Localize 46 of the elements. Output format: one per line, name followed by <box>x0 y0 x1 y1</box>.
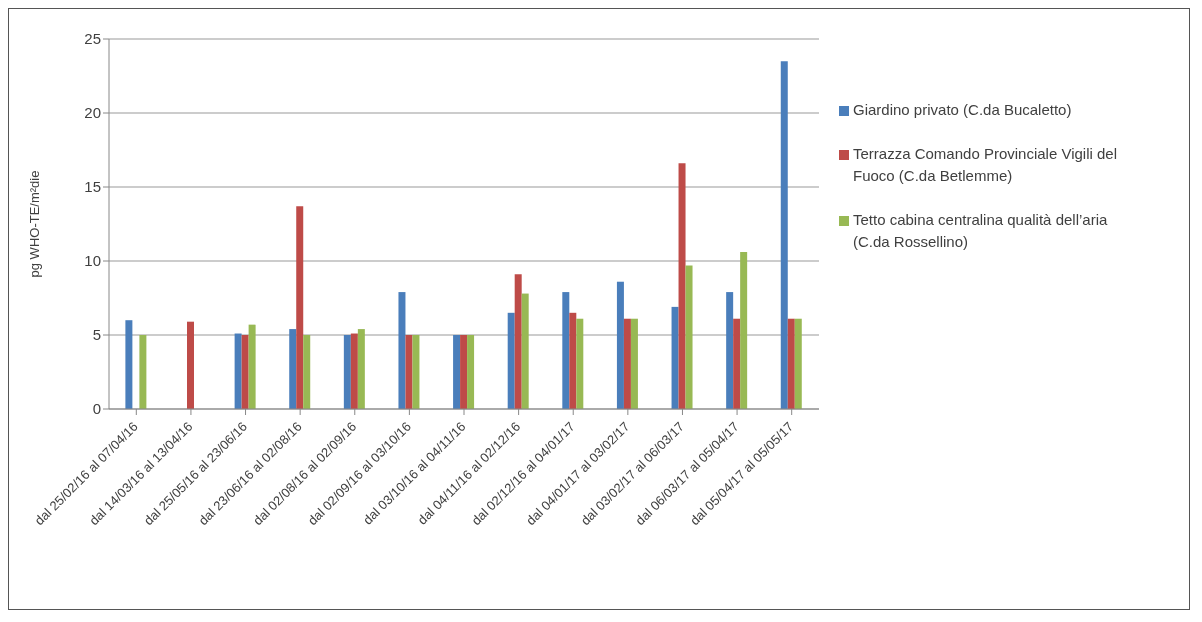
bar <box>562 292 570 409</box>
bar <box>726 292 734 409</box>
bar <box>740 252 748 409</box>
bar <box>303 335 311 409</box>
bar <box>234 333 242 409</box>
bar <box>357 329 365 409</box>
bar <box>787 318 795 409</box>
bar <box>412 335 420 409</box>
bar <box>671 306 679 409</box>
y-tick-label: 5 <box>92 326 101 344</box>
bar <box>733 318 741 409</box>
bar <box>569 312 577 409</box>
bar <box>350 333 358 409</box>
bar <box>678 163 686 409</box>
legend-label: Giardino privato (C.da Bucaletto) <box>853 100 1073 120</box>
bar <box>630 318 638 409</box>
bar <box>467 335 475 409</box>
bar <box>187 321 194 409</box>
bar <box>343 335 351 409</box>
bar <box>521 293 529 409</box>
bar <box>685 265 693 409</box>
bar <box>289 329 297 409</box>
bar <box>453 335 461 409</box>
y-tick-label: 10 <box>84 252 101 270</box>
bar <box>794 318 802 409</box>
bar <box>139 335 147 409</box>
legend-label: Terrazza Comando Provinciale Vigili del Fuoco (C.da Betlemme) <box>853 144 1119 186</box>
y-tick-label: 0 <box>92 400 101 418</box>
y-tick-label: 25 <box>84 30 101 48</box>
bar <box>514 274 522 409</box>
bar <box>248 324 256 409</box>
bar <box>576 318 584 409</box>
bar <box>125 320 133 409</box>
bar <box>405 335 413 409</box>
bar <box>616 281 624 409</box>
bar <box>507 312 515 409</box>
bar <box>296 206 304 409</box>
bar <box>398 292 406 409</box>
bar <box>460 335 468 409</box>
bar <box>241 335 249 409</box>
bar <box>623 318 631 409</box>
y-tick-label: 15 <box>84 178 101 196</box>
y-axis-title: pg WHO-TE/m²die <box>27 170 42 278</box>
legend-label: Tetto cabina centralina qualità dell’aria (C.da Rossellino) <box>853 210 1109 252</box>
bar <box>780 61 788 409</box>
y-tick-label: 20 <box>84 104 101 122</box>
